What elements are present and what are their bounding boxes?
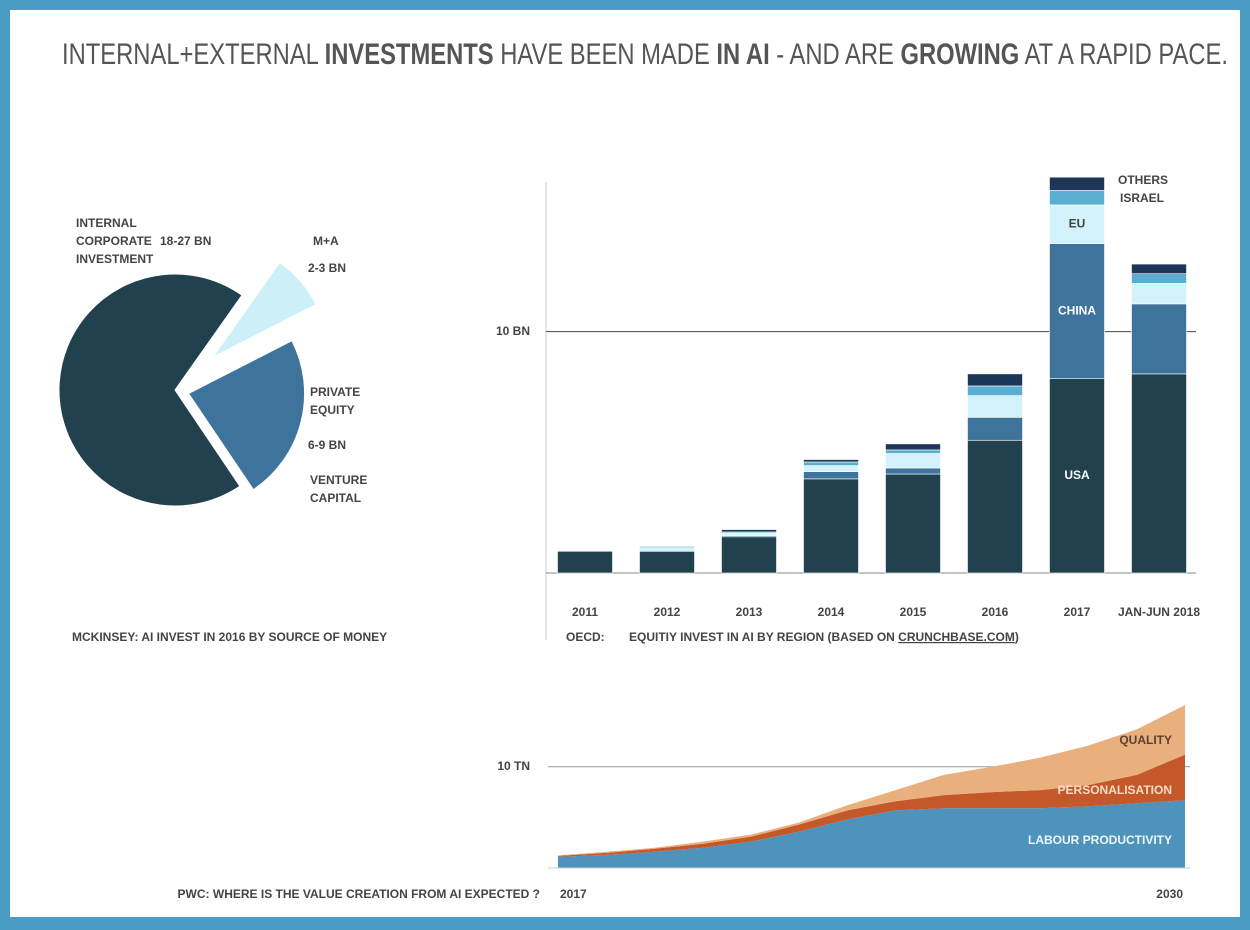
annotation: VENTURE CAPITAL [310,473,368,505]
bar-segment [885,453,941,469]
title-part: INVESTMENTS [325,38,494,71]
bar-segment [1131,303,1187,375]
x-tick-label: 2012 [654,605,681,619]
legend-label: OTHERS [1118,173,1168,187]
y-tick-label: 10 BN [496,324,530,338]
caption-part: EQUITIY INVEST IN AI BY REGION (BASED ON [629,630,895,644]
bar-segment [1131,273,1187,284]
bar-segment [1049,176,1105,191]
caption: MCKINSEY: AI INVEST IN 2016 BY SOURCE OF… [72,630,387,644]
pie-slice [187,340,306,491]
x-tick-label: 2015 [900,605,927,619]
pie-value-label: 2-3 BN [308,261,347,275]
legend-label: EU [1069,216,1086,230]
legend-label: CHINA [1058,303,1096,317]
bar-segment [885,449,941,454]
pie-label: INTERNAL CORPORATE INVESTMENT [76,216,154,266]
bar-segment [803,478,859,574]
bar-segment [885,473,941,574]
bar-segment [967,417,1023,441]
bar-segment [967,373,1023,387]
x-tick-label: 2030 [1156,887,1183,901]
bar-segment [1049,243,1105,380]
legend-label: USA [1064,468,1090,482]
x-tick-label: 2017 [1064,605,1091,619]
title-part: GROWING [900,38,1019,71]
x-tick-label: 2016 [982,605,1009,619]
area-band [558,705,1185,856]
pie-slice [212,261,317,358]
pie-slice [58,273,243,507]
bar-segment [885,467,941,475]
caption: PWC: WHERE IS THE VALUE CREATION FROM AI… [178,887,540,901]
pie-value-label: 6-9 BN [308,438,347,452]
bar-segment [803,459,859,463]
legend-label: PERSONALISATION [1058,783,1172,797]
bar-segment [557,550,613,574]
caption: EQUITIY INVEST IN AI BY REGION (BASED ON… [629,630,1019,644]
caption-part: CRUNCHBASE.COM [898,630,1015,644]
bar-segment [967,439,1023,574]
pie-label: M+A [313,234,339,248]
bar-segment [639,547,695,552]
legend-label: QUALITY [1119,733,1172,747]
bar-segment [803,465,859,472]
pie-value-label: 18-27 BN [160,234,212,248]
bar-segment [721,532,777,536]
bar-segment [1049,204,1105,244]
bar-segment [721,536,777,574]
y-tick-label: 10 TN [497,759,530,773]
x-tick-label: 2014 [818,605,845,619]
bar-segment [803,461,859,466]
title-part: INTERNAL+EXTERNAL [62,38,318,71]
x-tick-label: 2017 [560,887,587,901]
pie-label: PRIVATE EQUITY [310,385,361,417]
caption-source: OECD: [566,630,605,644]
bar-segment [639,550,695,574]
bar-segment [639,546,695,548]
area-band [558,800,1185,868]
title-part: - AND ARE [776,38,894,71]
bar-segment [1131,263,1187,275]
title-part: HAVE BEEN MADE [500,38,710,71]
title-part: AT A RAPID PACE. [1025,38,1228,71]
title-part: IN AI [716,38,769,71]
bar-segment [885,443,941,451]
x-tick-label: 2013 [736,605,763,619]
bar-segment [1131,283,1187,305]
legend-label: ISRAEL [1120,191,1164,205]
title: INTERNAL+EXTERNAL INVESTMENTS HAVE BEEN … [62,38,1228,71]
bar-segment [1049,378,1105,574]
bar-segment [803,471,859,480]
bar-segment [1131,373,1187,574]
legend-label: LABOUR PRODUCTIVITY [1028,833,1172,847]
x-tick-label: JAN-JUN 2018 [1118,605,1200,619]
bar-segment [1049,190,1105,206]
bar-segment [967,385,1023,396]
bar-segment [721,529,777,533]
x-tick-label: 2011 [572,605,598,619]
caption-part: ) [1015,630,1019,644]
bar-segment [967,395,1023,418]
